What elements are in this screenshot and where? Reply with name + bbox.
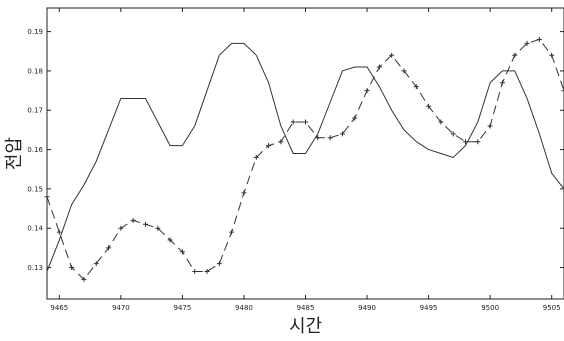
dashed-series-marker xyxy=(327,135,333,141)
x-tick-label: 9470 xyxy=(112,304,130,312)
dashed-series-marker xyxy=(561,88,564,94)
dashed-series-marker xyxy=(241,190,247,196)
dashed-series-marker xyxy=(401,68,407,74)
dashed-series-marker xyxy=(364,88,370,94)
dashed-series-marker xyxy=(549,52,555,58)
dashed-series-marker xyxy=(376,64,382,70)
dashed-series-marker xyxy=(179,249,185,255)
dashed-series-marker xyxy=(413,84,419,90)
dashed-series-marker xyxy=(426,103,432,109)
dashed-series-marker xyxy=(512,52,518,58)
dashed-series-marker xyxy=(499,80,505,86)
dashed-series-marker xyxy=(475,139,481,145)
dashed-series-marker xyxy=(106,245,112,251)
x-tick-label: 9500 xyxy=(481,304,499,312)
dashed-series-marker xyxy=(278,139,284,145)
dashed-series-marker xyxy=(524,40,530,46)
dashed-series-marker xyxy=(463,139,469,145)
dashed-series-marker xyxy=(130,217,136,223)
dashed-series-marker xyxy=(266,143,272,149)
y-tick-label: 0.18 xyxy=(27,67,43,75)
dashed-series-marker xyxy=(167,237,173,243)
dashed-series-marker xyxy=(81,276,87,282)
dashed-series-marker xyxy=(487,123,493,129)
y-tick-label: 0.16 xyxy=(27,146,43,154)
y-tick-label: 0.17 xyxy=(27,107,43,115)
y-tick-label: 0.19 xyxy=(27,28,43,36)
dashed-series-marker xyxy=(339,131,345,137)
dashed-series-line xyxy=(46,38,564,280)
dashed-series-marker xyxy=(118,225,124,231)
dashed-series-marker xyxy=(303,119,308,125)
x-tick-label: 9490 xyxy=(358,304,376,312)
x-axis-title: 시간 xyxy=(289,316,322,337)
labels-layer: 시간 전압 xyxy=(4,137,322,337)
x-tick-label: 9495 xyxy=(420,304,438,312)
dashed-series-marker xyxy=(93,261,99,267)
y-tick-label: 0.15 xyxy=(27,185,43,193)
dashed-series-marker xyxy=(352,115,358,121)
series-layer xyxy=(44,36,564,282)
dashed-series-marker xyxy=(142,221,148,227)
dashed-series-marker xyxy=(315,135,321,141)
solid-series-line xyxy=(46,42,564,272)
dashed-series-marker xyxy=(389,52,395,58)
x-tick-label: 9465 xyxy=(50,304,68,312)
y-tick-label: 0.13 xyxy=(27,264,43,272)
x-tick-label: 9475 xyxy=(173,304,191,312)
dashed-series-marker xyxy=(44,194,50,200)
x-tick-label: 9485 xyxy=(297,304,315,312)
dashed-series-marker xyxy=(56,229,62,235)
dashed-series-marker xyxy=(450,131,456,137)
axes-layer: 9465 9470 9475 9480 9485 9490 9495 9500 9505 0.13… xyxy=(27,7,564,312)
dashed-series-marker xyxy=(536,36,542,42)
y-tick-label: 0.14 xyxy=(27,225,43,233)
dashed-series-marker xyxy=(69,265,75,271)
dashed-series-marker xyxy=(204,268,210,274)
dashed-series-marker xyxy=(438,119,444,125)
dashed-series-marker xyxy=(216,261,222,267)
dashed-series-marker xyxy=(192,268,198,274)
y-axis-title: 전압 xyxy=(4,137,25,170)
x-tick-label: 9480 xyxy=(235,304,253,312)
dashed-series-marker xyxy=(155,225,161,231)
dashed-series-marker xyxy=(290,119,296,125)
dashed-series-marker xyxy=(253,154,259,160)
dashed-series-marker xyxy=(229,229,235,235)
x-tick-label: 9505 xyxy=(543,304,561,312)
